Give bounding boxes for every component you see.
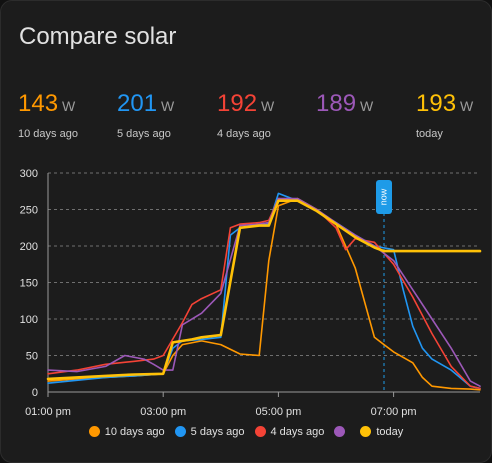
stat-label: 4 days ago: [217, 128, 271, 140]
y-tick-label: 100: [20, 314, 38, 326]
stat-2[interactable]: 201 W 5 days ago: [117, 90, 174, 140]
legend-label: 10 days ago: [104, 426, 165, 438]
stat-label: 10 days ago: [18, 128, 78, 140]
chart-legend: 10 days ago 5 days ago 4 days ago today: [0, 426, 492, 438]
legend-item-5[interactable]: today: [360, 426, 403, 438]
now-label: now: [378, 188, 388, 205]
stat-value: 201 W: [117, 90, 174, 120]
stat-unit: W: [460, 98, 474, 114]
stat-unit: W: [161, 98, 175, 114]
stat-unit: W: [360, 98, 374, 114]
card-title: Compare solar: [19, 23, 177, 50]
legend-swatch: [334, 426, 346, 437]
x-tick-label: 05:00 pm: [255, 406, 301, 418]
stat-value: 193 W: [416, 90, 473, 120]
stat-value: 189 W: [316, 90, 373, 120]
y-tick-label: 0: [32, 387, 38, 399]
x-tick-label: 07:00 pm: [371, 406, 417, 418]
now-badge: [376, 180, 392, 214]
stat-number: 193: [416, 90, 457, 117]
stat-number: 143: [18, 90, 59, 117]
stat-number: 192: [217, 90, 258, 117]
stat-1[interactable]: 143 W 10 days ago: [18, 90, 78, 140]
legend-swatch: [174, 426, 186, 437]
series-line-3: [47, 197, 481, 390]
stat-4[interactable]: 189 W: [316, 90, 373, 128]
legend-item-4[interactable]: [334, 426, 350, 438]
y-tick-label: 200: [20, 241, 38, 253]
stat-3[interactable]: 192 W 4 days ago: [217, 90, 274, 140]
series-line-5: [46, 199, 482, 381]
stat-number: 189: [316, 90, 357, 117]
y-tick-label: 50: [26, 351, 38, 363]
stat-label: 5 days ago: [117, 128, 171, 140]
legend-swatch: [360, 426, 372, 437]
x-tick-label: 01:00 pm: [25, 406, 71, 418]
stat-unit: W: [62, 98, 76, 114]
y-tick-label: 150: [20, 278, 38, 290]
stat-unit: W: [261, 98, 275, 114]
y-tick-label: 300: [20, 168, 38, 180]
stat-number: 201: [117, 90, 158, 117]
legend-label: today: [376, 426, 404, 438]
stats-row: 143 W 10 days ago 201 W 5 days ago 192 W 4 days …: [0, 90, 492, 150]
legend-item-2[interactable]: 5 days ago: [174, 426, 245, 438]
y-tick-label: 250: [20, 205, 38, 217]
x-tick-label: 03:00 pm: [140, 406, 186, 418]
legend-label: 4 days ago: [270, 426, 325, 438]
legend-swatch: [88, 426, 100, 437]
stat-value: 192 W: [217, 90, 274, 120]
legend-swatch: [254, 426, 266, 437]
series-line-4: [47, 197, 481, 388]
legend-item-1[interactable]: 10 days ago: [88, 426, 165, 438]
stat-label: today: [416, 128, 443, 140]
legend-item-3[interactable]: 4 days ago: [254, 426, 325, 438]
stat-value: 143 W: [18, 90, 78, 120]
legend-label: 5 days ago: [190, 426, 245, 438]
